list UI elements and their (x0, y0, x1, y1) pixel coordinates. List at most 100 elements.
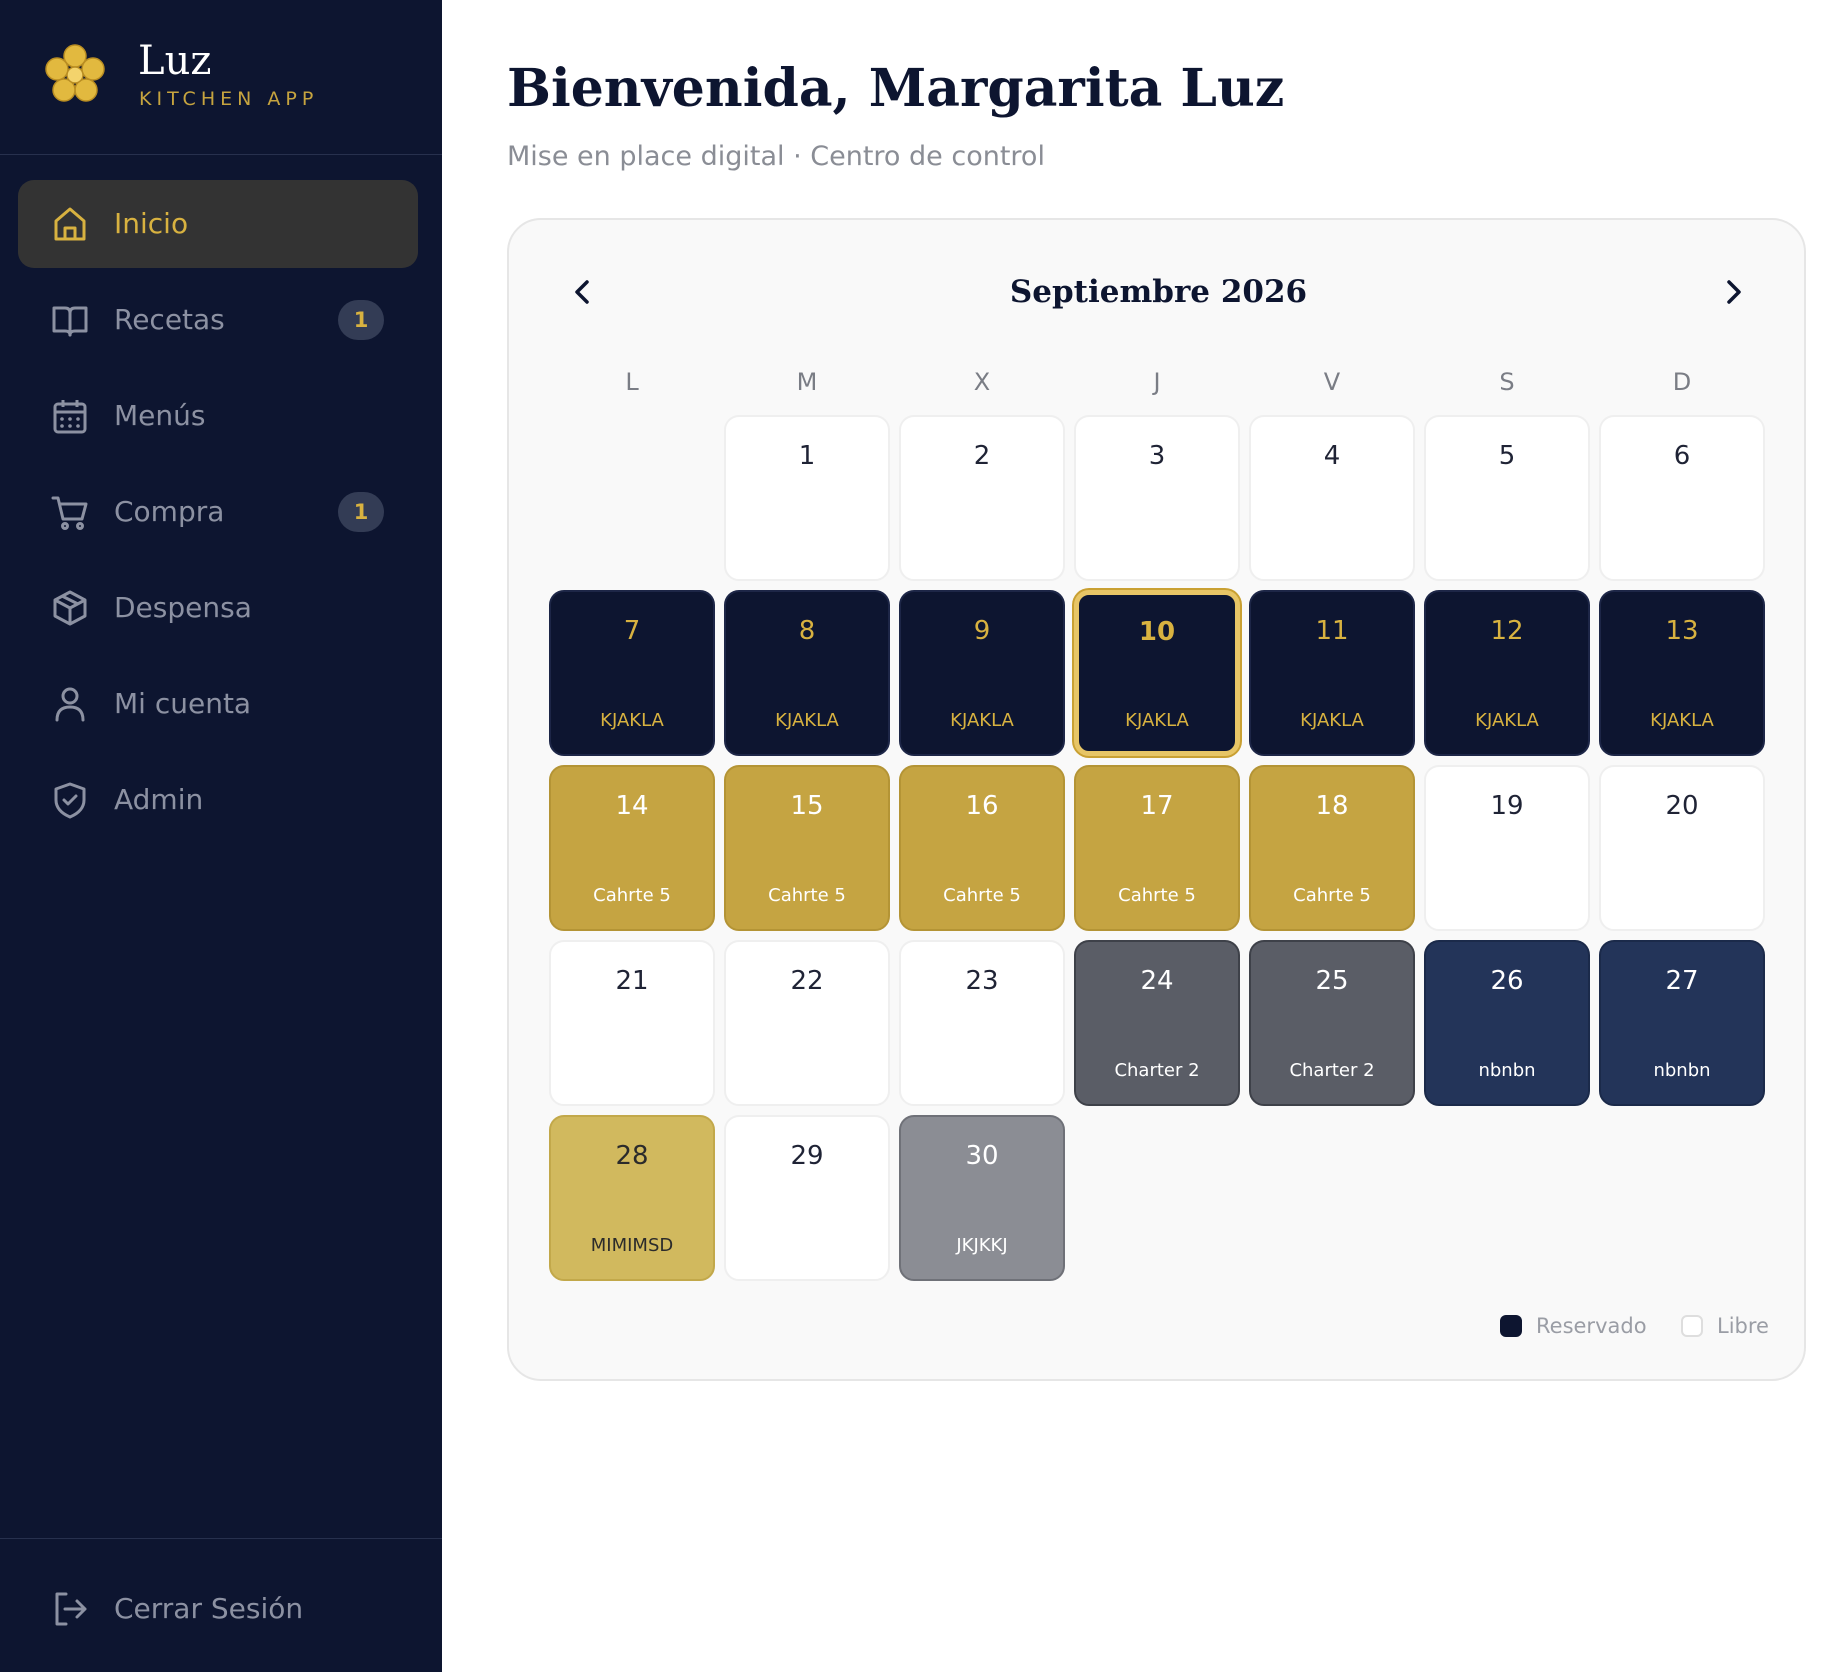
calendar-day[interactable]: 3 (1074, 415, 1240, 581)
day-number: 29 (790, 1141, 824, 1171)
book-icon (52, 306, 88, 337)
sidebar-item-inicio[interactable]: Inicio (18, 180, 418, 268)
day-number: 5 (1498, 441, 1516, 471)
calendar-day[interactable]: 19 (1424, 765, 1590, 931)
calendar-day[interactable]: 12 KJAKLA (1424, 590, 1590, 756)
shield-icon (54, 782, 86, 819)
calendar-day[interactable]: 25 Charter 2 (1249, 940, 1415, 1106)
logout-button[interactable]: Cerrar Sesión (18, 1565, 418, 1653)
weekday-label: X (973, 368, 991, 396)
sidebar-item-mi-cuenta[interactable]: Mi cuenta (18, 660, 418, 748)
legend-label: Reservado (1536, 1314, 1647, 1338)
compra-count-badge: 1 (338, 492, 384, 532)
day-event-label: nbnbn (1478, 1060, 1536, 1081)
calendar-card: Septiembre 2026 L M X J V S D 1 2 3 4 5 6 7 KJA… (507, 218, 1806, 1381)
calendar-day[interactable]: 30 JKJKKJ (899, 1115, 1065, 1281)
brand-name: Luz (138, 38, 212, 84)
calendar-day[interactable]: 6 (1599, 415, 1765, 581)
calendar-day[interactable]: 24 Charter 2 (1074, 940, 1240, 1106)
calendar-day[interactable]: 28 MIMIMSD (549, 1115, 715, 1281)
logout-icon (55, 1592, 87, 1626)
sidebar-item-recetas[interactable]: Recetas 1 (18, 276, 418, 364)
next-month-button[interactable] (1711, 270, 1755, 314)
day-number: 18 (1315, 791, 1349, 821)
day-number: 14 (615, 791, 649, 821)
calendar-day[interactable]: 27 nbnbn (1599, 940, 1765, 1106)
prev-month-button[interactable] (561, 270, 605, 314)
legend-label: Libre (1717, 1314, 1769, 1338)
calendar-day[interactable]: 23 (899, 940, 1065, 1106)
sidebar-item-label: Recetas (114, 303, 225, 336)
day-number: 15 (790, 791, 824, 821)
sidebar-item-despensa[interactable]: Despensa (18, 564, 418, 652)
sidebar-item-label: Mi cuenta (114, 687, 252, 720)
day-event-label: Cahrte 5 (943, 885, 1021, 906)
calendar-day[interactable]: 7 KJAKLA (549, 590, 715, 756)
calendar-day[interactable]: 26 nbnbn (1424, 940, 1590, 1106)
calendar-day[interactable]: 10 KJAKLA (1074, 590, 1240, 756)
day-number: 2 (973, 441, 991, 471)
flower-logo-icon (45, 44, 105, 102)
day-event-label: MIMIMSD (590, 1235, 674, 1256)
day-event-label: Charter 2 (1289, 1060, 1375, 1081)
sidebar: Luz KITCHEN APP Inicio Recetas 1 Menús (0, 0, 442, 1672)
sidebar-item-label: Compra (114, 495, 225, 528)
calendar-day[interactable]: 20 (1599, 765, 1765, 931)
calendar-day[interactable]: 21 (549, 940, 715, 1106)
sidebar-item-admin[interactable]: Admin (18, 756, 418, 844)
weekday-label: V (1323, 368, 1341, 396)
day-number: 25 (1315, 966, 1349, 996)
calendar-day[interactable]: 1 (724, 415, 890, 581)
cart-icon (51, 496, 88, 530)
day-number: 27 (1665, 966, 1699, 996)
day-event-label: Cahrte 5 (1293, 885, 1371, 906)
day-number: 19 (1490, 791, 1524, 821)
calendar-day[interactable]: 29 (724, 1115, 890, 1281)
day-number: 21 (615, 966, 649, 996)
day-number: 1 (798, 441, 816, 471)
day-number: 11 (1315, 616, 1349, 646)
day-number: 23 (965, 966, 999, 996)
calendar-day[interactable]: 15 Cahrte 5 (724, 765, 890, 931)
home-icon (54, 207, 86, 241)
calendar-day[interactable]: 18 Cahrte 5 (1249, 765, 1415, 931)
day-number: 30 (965, 1141, 999, 1171)
day-number: 6 (1673, 441, 1691, 471)
day-number: 26 (1490, 966, 1524, 996)
month-title: Septiembre 2026 (1009, 274, 1308, 310)
day-number: 22 (790, 966, 824, 996)
day-event-label: KJAKLA (950, 710, 1014, 731)
calendar-day[interactable]: 4 (1249, 415, 1415, 581)
day-event-label: KJAKLA (1475, 710, 1539, 731)
day-event-label: Cahrte 5 (768, 885, 846, 906)
calendar-day[interactable]: 5 (1424, 415, 1590, 581)
sidebar-item-label: Despensa (114, 591, 252, 624)
calendar-day[interactable]: 2 (899, 415, 1065, 581)
calendar-day[interactable]: 11 KJAKLA (1249, 590, 1415, 756)
sidebar-item-menus[interactable]: Menús (18, 372, 418, 460)
sidebar-item-compra[interactable]: Compra 1 (18, 468, 418, 556)
calendar-day[interactable]: 8 KJAKLA (724, 590, 890, 756)
weekday-label: J (1153, 368, 1161, 396)
day-number: 20 (1665, 791, 1699, 821)
day-number: 3 (1148, 441, 1166, 471)
brand: Luz KITCHEN APP (0, 0, 442, 155)
calendar-day[interactable]: 22 (724, 940, 890, 1106)
calendar-day[interactable]: 17 Cahrte 5 (1074, 765, 1240, 931)
page-title: Bienvenida, Margarita Luz (507, 58, 1285, 119)
calendar-day[interactable]: 13 KJAKLA (1599, 590, 1765, 756)
sidebar-item-label: Inicio (114, 207, 189, 240)
brand-subtitle: KITCHEN APP (139, 88, 319, 110)
calendar-day[interactable]: 16 Cahrte 5 (899, 765, 1065, 931)
weekday-label: S (1499, 368, 1515, 396)
day-number: 4 (1323, 441, 1341, 471)
weekday-label: L (625, 368, 639, 396)
day-event-label: KJAKLA (1125, 710, 1189, 731)
calendar-day[interactable]: 14 Cahrte 5 (549, 765, 715, 931)
day-number: 7 (623, 616, 641, 646)
calendar-day[interactable]: 9 KJAKLA (899, 590, 1065, 756)
sidebar-item-label: Admin (114, 783, 204, 816)
day-number: 13 (1665, 616, 1699, 646)
day-event-label: KJAKLA (1300, 710, 1364, 731)
recetas-count-badge: 1 (338, 300, 384, 340)
